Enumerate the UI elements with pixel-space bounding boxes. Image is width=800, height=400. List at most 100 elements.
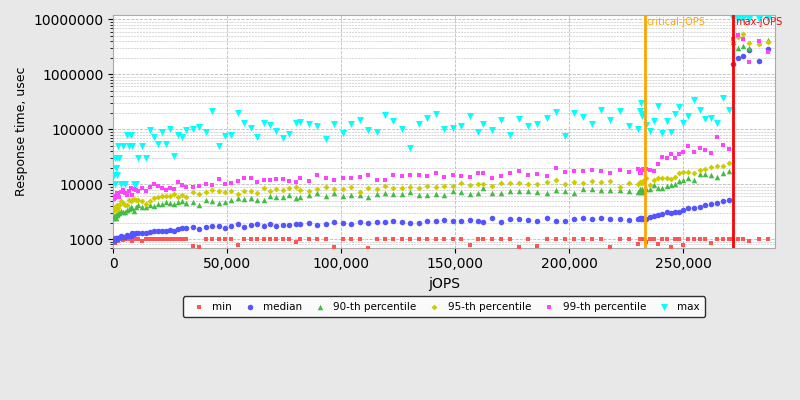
max — [110, 155, 123, 161]
90-th percentile — [122, 206, 135, 212]
95-th percentile — [595, 179, 608, 185]
99-th percentile — [652, 161, 665, 167]
median — [378, 219, 391, 225]
95-th percentile — [387, 184, 400, 191]
max — [225, 132, 238, 138]
95-th percentile — [639, 175, 652, 182]
90-th percentile — [673, 178, 686, 185]
95-th percentile — [395, 185, 408, 191]
90-th percentile — [752, 39, 765, 46]
median — [171, 226, 184, 232]
max — [160, 140, 173, 147]
95-th percentile — [472, 180, 485, 187]
95-th percentile — [238, 187, 250, 194]
max — [110, 164, 122, 171]
99-th percentile — [643, 167, 656, 173]
95-th percentile — [648, 177, 661, 184]
median — [136, 230, 149, 237]
99-th percentile — [634, 170, 646, 176]
99-th percentile — [167, 186, 180, 192]
median — [558, 217, 571, 224]
median — [264, 221, 277, 228]
90-th percentile — [294, 194, 306, 200]
95-th percentile — [186, 189, 199, 196]
min — [160, 236, 173, 242]
median — [130, 230, 142, 236]
min — [163, 236, 176, 242]
95-th percentile — [463, 182, 476, 188]
min — [430, 236, 442, 242]
max — [378, 112, 391, 118]
median — [567, 216, 580, 223]
median — [446, 218, 459, 224]
max — [108, 155, 121, 161]
99-th percentile — [206, 182, 218, 189]
90-th percentile — [362, 194, 374, 200]
max — [140, 155, 153, 161]
95-th percentile — [277, 187, 290, 194]
min — [283, 236, 296, 242]
99-th percentile — [212, 176, 225, 182]
95-th percentile — [167, 191, 180, 198]
max — [522, 123, 534, 130]
95-th percentile — [677, 168, 690, 175]
max — [652, 103, 665, 109]
95-th percentile — [113, 202, 126, 208]
95-th percentile — [669, 174, 682, 180]
min — [682, 236, 694, 242]
90-th percentile — [140, 204, 153, 210]
min — [463, 242, 476, 248]
95-th percentile — [136, 198, 149, 204]
median — [634, 214, 646, 221]
max — [463, 112, 476, 119]
min — [486, 236, 498, 242]
max — [144, 126, 157, 133]
max — [163, 126, 176, 132]
90-th percentile — [148, 203, 161, 209]
max — [117, 142, 130, 149]
99-th percentile — [244, 175, 257, 181]
median — [152, 228, 165, 235]
max — [604, 117, 617, 123]
99-th percentile — [152, 183, 165, 190]
median — [370, 219, 383, 225]
median — [705, 201, 718, 207]
min — [110, 237, 122, 243]
median — [122, 232, 135, 239]
90-th percentile — [455, 189, 468, 195]
max — [264, 121, 277, 128]
max — [567, 110, 580, 116]
90-th percentile — [736, 42, 749, 49]
99-th percentile — [595, 168, 608, 174]
median — [120, 232, 133, 238]
95-th percentile — [111, 205, 124, 212]
median — [656, 211, 669, 218]
median — [652, 212, 665, 218]
min — [128, 236, 141, 242]
max — [136, 142, 149, 149]
90-th percentile — [108, 215, 121, 221]
min — [132, 236, 145, 242]
min — [206, 236, 218, 242]
median — [354, 219, 366, 225]
min — [732, 236, 745, 242]
median — [677, 207, 690, 213]
median — [736, 53, 749, 60]
99-th percentile — [743, 59, 756, 66]
max — [311, 123, 324, 129]
95-th percentile — [144, 197, 157, 204]
95-th percentile — [694, 167, 706, 173]
90-th percentile — [126, 204, 139, 211]
99-th percentile — [567, 168, 580, 174]
99-th percentile — [727, 36, 740, 42]
90-th percentile — [622, 188, 635, 194]
90-th percentile — [567, 190, 580, 196]
median — [637, 216, 650, 222]
90-th percentile — [472, 190, 485, 196]
max — [110, 164, 122, 171]
95-th percentile — [354, 189, 366, 195]
95-th percentile — [370, 186, 383, 192]
99-th percentile — [577, 168, 590, 174]
99-th percentile — [463, 174, 476, 180]
min — [717, 236, 730, 242]
